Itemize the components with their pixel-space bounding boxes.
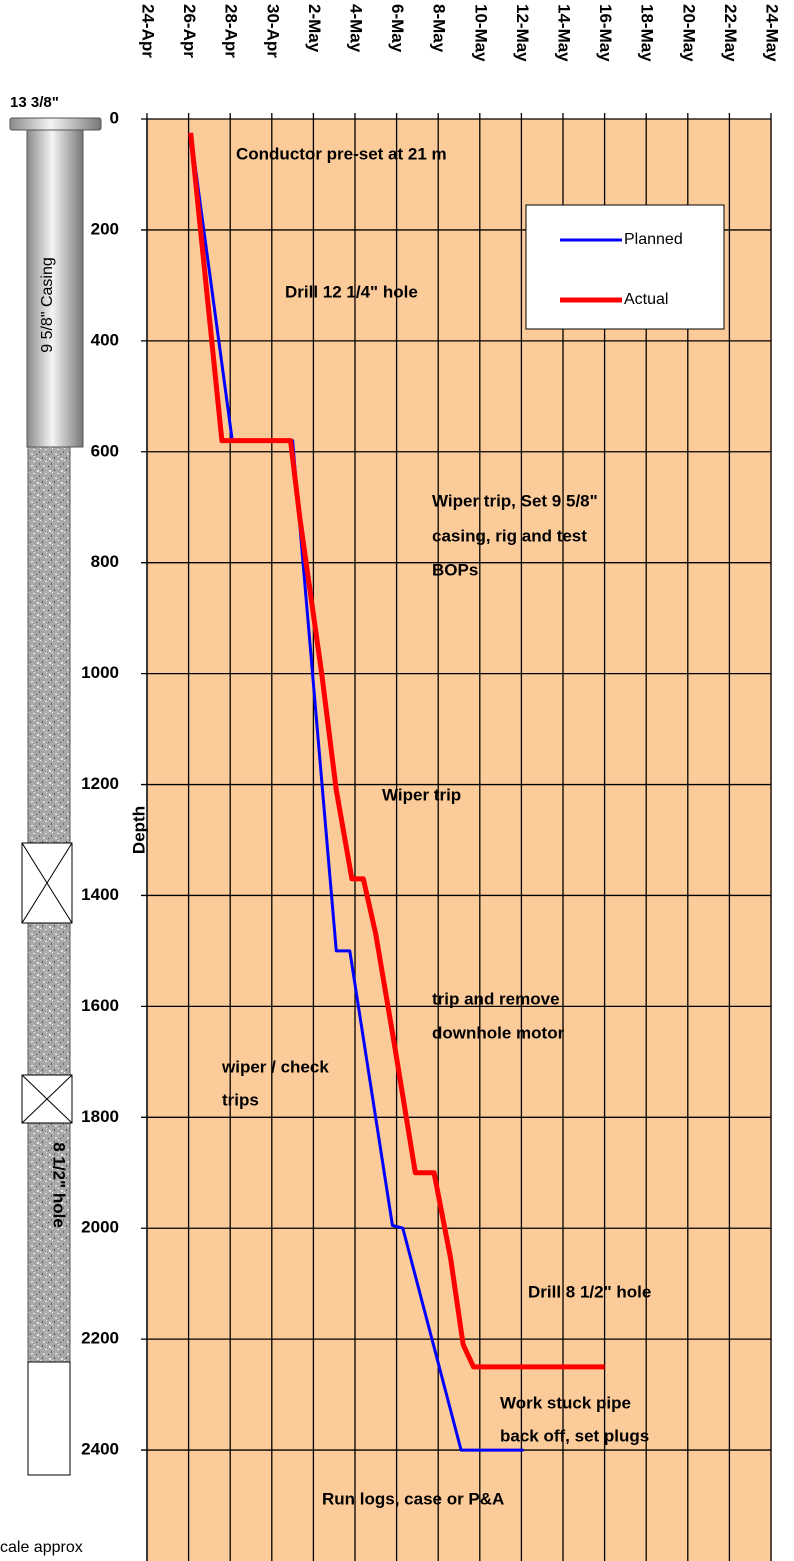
y-tick-label: 1000 — [81, 663, 119, 682]
annotation: wiper / check — [221, 1057, 329, 1076]
x-tick-label: 24-Apr — [139, 4, 158, 58]
y-tick-label: 800 — [91, 552, 119, 571]
y-tick-label: 1800 — [81, 1107, 119, 1126]
y-tick-label: 2400 — [81, 1440, 119, 1459]
annotation: Drill 12 1/4" hole — [285, 282, 418, 301]
y-tick-label: 600 — [91, 441, 119, 460]
x-tick-label: 26-Apr — [180, 4, 199, 58]
annotation: Work stuck pipe — [500, 1393, 631, 1412]
y-axis-label: Depth — [129, 806, 148, 854]
schematic-label: cale approx — [0, 1539, 83, 1556]
y-tick-label: 2200 — [81, 1329, 119, 1348]
y-tick-label: 200 — [91, 219, 119, 238]
legend-box — [526, 205, 724, 329]
y-tick-label: 1200 — [81, 774, 119, 793]
x-tick-label: 28-Apr — [222, 4, 241, 58]
schematic-label: 13 3/8" — [10, 94, 59, 111]
annotation: downhole motor — [432, 1023, 565, 1042]
annotation: trip and remove — [432, 989, 560, 1008]
legend: Planned Actual — [526, 205, 724, 329]
x-tick-label: 6-May — [388, 4, 407, 53]
plug — [22, 843, 72, 923]
y-tick-label: 0 — [110, 108, 119, 127]
x-tick-label: 10-May — [471, 4, 490, 62]
x-tick-label: 4-May — [347, 4, 366, 53]
schematic-label: 9 5/8" Casing — [39, 257, 56, 353]
x-tick-label: 2-May — [305, 4, 324, 53]
page: 13 3/8" 9 5/8" Casing 8 1/2" hole cale a… — [0, 0, 794, 1561]
annotation: Wiper trip, Set 9 5/8" — [432, 491, 598, 510]
schematic-label: 8 1/2" hole — [50, 1142, 69, 1228]
y-tick-label: 1400 — [81, 885, 119, 904]
x-tick-label: 12-May — [513, 4, 532, 62]
x-tick-label: 14-May — [555, 4, 574, 62]
chart: 13 3/8" 9 5/8" Casing 8 1/2" hole cale a… — [0, 0, 794, 1561]
x-tick-label: 16-May — [596, 4, 615, 62]
annotation: back off, set plugs — [500, 1426, 649, 1445]
annotation: Conductor pre-set at 21 m — [236, 144, 447, 163]
plug — [22, 1075, 72, 1123]
y-tick-label: 2000 — [81, 1218, 119, 1237]
annotation: BOPs — [432, 560, 478, 579]
y-tick-label: 400 — [91, 330, 119, 349]
annotation: Drill 8 1/2" hole — [528, 1282, 651, 1301]
x-tick-label: 18-May — [638, 4, 657, 62]
annotation: casing, rig and test — [432, 526, 587, 545]
legend-label: Planned — [624, 231, 683, 248]
x-tick-label: 22-May — [721, 4, 740, 62]
plot-area — [147, 119, 772, 1561]
annotation: trips — [222, 1090, 259, 1109]
x-tick-label: 20-May — [679, 4, 698, 62]
x-tick-label: 24-May — [763, 4, 782, 62]
rathole — [28, 1362, 70, 1475]
conductor — [10, 118, 101, 130]
y-tick-label: 1600 — [81, 996, 119, 1015]
annotation: Run logs, case or P&A — [322, 1489, 504, 1508]
x-tick-label: 8-May — [430, 4, 449, 53]
x-tick-label: 30-Apr — [263, 4, 282, 58]
legend-label: Actual — [624, 291, 668, 308]
annotation: Wiper trip — [382, 785, 461, 804]
